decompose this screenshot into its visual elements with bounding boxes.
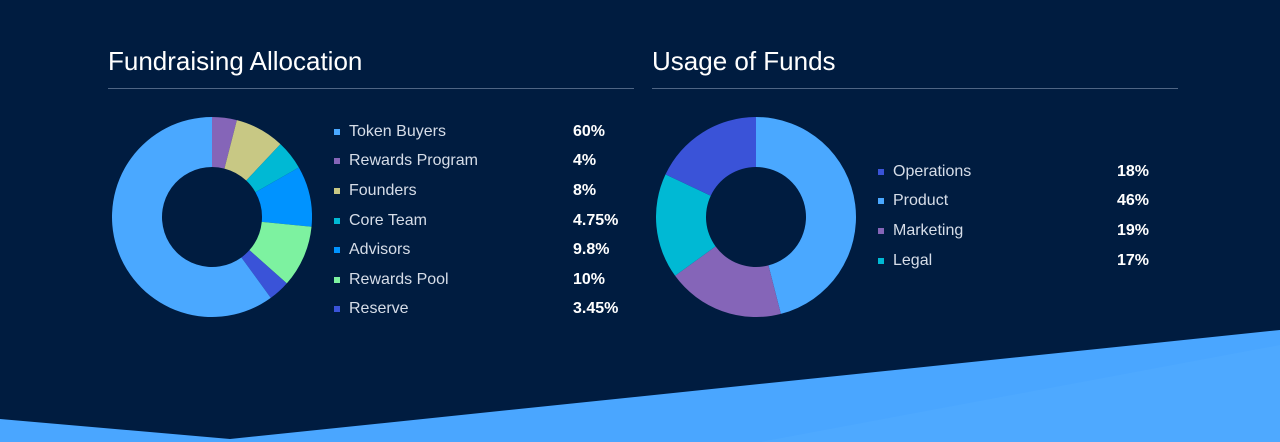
legend-swatch bbox=[878, 227, 884, 234]
donut-slice bbox=[249, 221, 312, 284]
panel-title: Usage of Funds bbox=[652, 46, 836, 76]
legend-label: Product bbox=[893, 192, 949, 210]
background-wave-shape bbox=[0, 330, 1280, 442]
donut-slice bbox=[112, 117, 271, 317]
legend-swatch bbox=[334, 306, 340, 313]
legend-swatch bbox=[334, 276, 340, 283]
legend-item: Token Buyers 60% bbox=[334, 117, 605, 147]
panel-divider bbox=[108, 88, 634, 89]
donut-slice bbox=[224, 120, 281, 181]
legend-item: Marketing 19% bbox=[878, 216, 1149, 246]
legend-item: Founders 8% bbox=[334, 176, 596, 206]
legend-swatch bbox=[334, 158, 340, 165]
legend-item: Legal 17% bbox=[878, 246, 1149, 276]
legend-swatch bbox=[334, 128, 340, 135]
donut-slice bbox=[212, 117, 237, 169]
legend-item: Operations 18% bbox=[878, 157, 1149, 187]
legend-value: 4.75% bbox=[573, 211, 619, 229]
donut-slice bbox=[756, 117, 856, 314]
legend-label: Reserve bbox=[349, 300, 409, 318]
legend-swatch bbox=[878, 198, 884, 205]
donut-slice bbox=[665, 117, 756, 196]
legend-label: Token Buyers bbox=[349, 122, 446, 140]
legend-value: 60% bbox=[573, 122, 606, 140]
legend-label: Advisors bbox=[349, 241, 411, 259]
legend-label: Rewards Program bbox=[349, 152, 478, 170]
legend-swatch bbox=[878, 168, 884, 175]
legend-label: Core Team bbox=[349, 211, 427, 229]
legend-item: Advisors 9.8% bbox=[334, 235, 609, 265]
legend-label: Marketing bbox=[893, 221, 964, 239]
legend-swatch bbox=[878, 257, 884, 264]
legend-value: 9.8% bbox=[573, 241, 610, 259]
legend-label: Rewards Pool bbox=[349, 270, 449, 288]
legend-swatch bbox=[334, 217, 340, 224]
donut-slice bbox=[255, 167, 312, 227]
donut-slice bbox=[241, 250, 287, 298]
legend-value: 8% bbox=[573, 181, 597, 199]
donut-slice bbox=[246, 144, 299, 193]
legend-swatch bbox=[334, 247, 340, 254]
legend-label: Legal bbox=[893, 251, 933, 269]
fundraising-legend: Token Buyers 60% Rewards Program 4% Founders… bbox=[334, 117, 618, 325]
donut-slice bbox=[656, 174, 716, 276]
legend-swatch bbox=[334, 187, 340, 194]
legend-item: Rewards Program 4% bbox=[334, 147, 596, 177]
legend-value: 17% bbox=[1117, 251, 1150, 269]
legend-value: 4% bbox=[573, 152, 597, 170]
panel-divider bbox=[652, 88, 1178, 89]
donut-slice bbox=[675, 246, 781, 317]
legend-item: Reserve 3.45% bbox=[334, 295, 618, 325]
legend-value: 18% bbox=[1117, 162, 1150, 180]
legend-value: 3.45% bbox=[573, 300, 619, 318]
usage-donut-chart bbox=[656, 117, 856, 317]
legend-value: 46% bbox=[1117, 192, 1150, 210]
background-wave-highlight bbox=[760, 345, 1280, 442]
fundraising-donut-chart bbox=[112, 117, 312, 317]
usage-legend: Operations 18% Product 46% Marketing 19% Legal… bbox=[878, 157, 1149, 276]
legend-label: Operations bbox=[893, 162, 972, 180]
legend-value: 10% bbox=[573, 270, 606, 288]
legend-item: Rewards Pool 10% bbox=[334, 265, 605, 295]
legend-value: 19% bbox=[1117, 221, 1150, 239]
panel-title: Fundraising Allocation bbox=[108, 46, 363, 76]
legend-item: Core Team 4.75% bbox=[334, 206, 618, 236]
legend-item: Product 46% bbox=[878, 187, 1149, 217]
legend-label: Founders bbox=[349, 181, 417, 199]
